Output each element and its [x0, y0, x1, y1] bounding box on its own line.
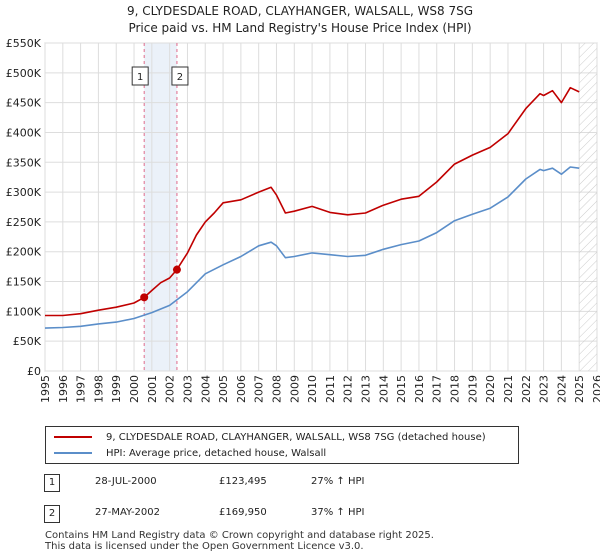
y-tick-label: £500K [6, 67, 42, 80]
hpi-series-line [44, 166, 580, 329]
legend-item-hpi: HPI: Average price, detached house, Wals… [54, 446, 326, 460]
y-tick-label: £550K [6, 37, 42, 50]
x-tick-label: 2017 [431, 375, 444, 403]
legend-label-property: 9, CLYDESDALE ROAD, CLAYHANGER, WALSALL,… [106, 431, 486, 443]
chart-title: 9, CLYDESDALE ROAD, CLAYHANGER, WALSALL,… [126, 4, 474, 18]
x-tick-label: 2023 [538, 375, 551, 403]
x-tick-label: 2024 [555, 375, 568, 403]
x-tick-label: 2018 [449, 375, 462, 403]
transaction-number: 1 [44, 474, 60, 492]
y-tick-label: £400K [6, 126, 42, 139]
legend-label-hpi: HPI: Average price, detached house, Wals… [106, 447, 327, 459]
x-tick-label: 1996 [57, 375, 70, 403]
x-tick-label: 1999 [110, 375, 123, 403]
x-tick-label: 2007 [253, 375, 266, 403]
chart-subtitle: Price paid vs. HM Land Registry's House … [128, 21, 472, 35]
x-tick-label: 2003 [181, 375, 194, 403]
x-tick-label: 2011 [324, 375, 337, 403]
x-tick-label: 2019 [466, 375, 479, 403]
footer-line-1: Contains HM Land Registry data © Crown c… [45, 530, 434, 541]
marker-label: 2 [177, 72, 183, 83]
footer: Contains HM Land Registry data © Crown c… [45, 530, 434, 552]
x-tick-label: 2002 [164, 375, 177, 403]
legend-item-property: 9, CLYDESDALE ROAD, CLAYHANGER, WALSALL,… [54, 430, 486, 444]
transaction-row-1: 1 28-JUL-2000 £123,495 27% ↑ HPI [44, 474, 564, 492]
x-tick-label: 2008 [270, 375, 283, 403]
transaction-date: 28-JUL-2000 [95, 476, 157, 487]
transaction-row-2: 2 27-MAY-2002 £169,950 37% ↑ HPI [44, 505, 564, 523]
sale-point [172, 265, 181, 274]
legend-line-property [54, 436, 92, 438]
y-tick-label: £300K [6, 186, 42, 199]
x-tick-label: 2022 [520, 375, 533, 403]
marker-box [131, 66, 149, 86]
x-tick-label: 2001 [146, 375, 159, 403]
marker-label: 1 [137, 72, 143, 83]
x-tick-label: 2009 [288, 375, 301, 403]
x-tick-label: 1995 [39, 375, 52, 403]
footer-line-2: This data is licensed under the Open Gov… [45, 541, 364, 552]
y-tick-label: £50K [13, 335, 42, 348]
legend: 9, CLYDESDALE ROAD, CLAYHANGER, WALSALL,… [45, 426, 519, 464]
x-tick-label: 2025 [573, 375, 586, 403]
y-tick-label: £150K [6, 276, 42, 289]
y-tick-label: £200K [6, 246, 42, 259]
x-tick-label: 2016 [413, 375, 426, 403]
legend-line-hpi [54, 452, 92, 454]
transaction-date: 27-MAY-2002 [95, 507, 161, 518]
marker-box [171, 66, 189, 86]
x-tick-label: 2004 [199, 375, 212, 403]
y-tick-label: £450K [6, 97, 42, 110]
y-tick-label: £350K [6, 156, 42, 169]
x-tick-label: 2000 [128, 375, 141, 403]
y-tick-label: £0 [27, 365, 41, 378]
purchase-band [144, 43, 177, 371]
property-series-line [45, 86, 580, 317]
x-tick-label: 2020 [484, 375, 497, 403]
x-tick-label: 2012 [342, 375, 355, 403]
transaction-hpi: 27% ↑ HPI [311, 476, 365, 487]
y-tick-label: £250K [6, 216, 42, 229]
x-tick-label: 2014 [377, 375, 390, 403]
x-tick-label: 2010 [306, 375, 319, 403]
y-tick-label: £100K [6, 305, 42, 318]
transaction-price: £123,495 [219, 476, 267, 487]
price-chart: £0 £50K £100K £150K £200K £250K £300K £350K £400… [6, 37, 600, 403]
x-tick-label: 2005 [217, 375, 230, 403]
x-tick-label: 2021 [502, 375, 515, 403]
transaction-hpi: 37% ↑ HPI [311, 507, 365, 518]
sale-point [140, 293, 149, 302]
x-tick-label: 2026 [591, 375, 600, 403]
transaction-price: £169,950 [219, 507, 267, 518]
x-tick-label: 1997 [75, 375, 88, 403]
x-tick-label: 2006 [235, 375, 248, 403]
x-tick-label: 2015 [395, 375, 408, 403]
transaction-number: 2 [44, 505, 60, 523]
plot-area [44, 42, 598, 372]
forecast-hatch [579, 43, 597, 371]
x-tick-label: 1998 [92, 375, 105, 403]
x-tick-label: 2013 [360, 375, 373, 403]
